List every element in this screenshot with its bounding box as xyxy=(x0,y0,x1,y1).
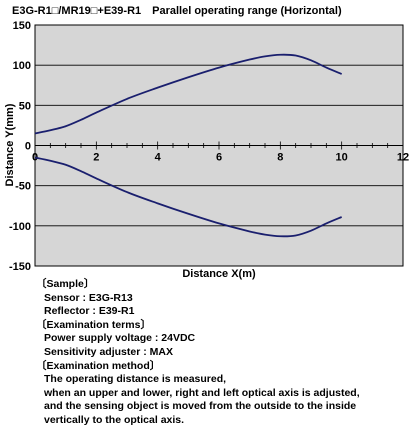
x-tick-label: 8 xyxy=(277,152,283,164)
x-tick-label: 2 xyxy=(93,152,99,164)
terms-heading: 〔Examination terms〕 xyxy=(36,318,151,331)
x-tick-label: 6 xyxy=(216,152,222,164)
method-heading: 〔Examination method〕 xyxy=(36,359,161,372)
x-axis-label: Distance X(m) xyxy=(182,268,256,280)
y-tick-label: 150 xyxy=(13,20,31,32)
voltage-line: Power supply voltage : 24VDC xyxy=(44,332,196,345)
x-tick-label: 4 xyxy=(155,152,162,164)
x-tick-label: 0 xyxy=(32,152,38,164)
y-tick-label: -50 xyxy=(15,181,31,193)
x-tick-label: 12 xyxy=(397,152,409,164)
method-line: when an upper and lower, right and left … xyxy=(44,386,360,399)
method-line: The operating distance is measured, xyxy=(44,373,227,386)
chart: E3G-R1□/MR19□+E39-R1 Parallel operating … xyxy=(4,5,409,280)
x-tick-label: 10 xyxy=(336,152,348,164)
sensor-line: Sensor : E3G-R13 xyxy=(44,291,133,304)
x-tick-labels: 0 2 4 6 8 10 12 xyxy=(32,152,409,164)
sensitivity-line: Sensitivity adjuster : MAX xyxy=(44,345,173,358)
y-tick-label: 0 xyxy=(25,141,31,153)
grid-lines xyxy=(34,64,404,227)
notes: 〔Sample〕 Sensor : E3G-R13 Reflector : E3… xyxy=(36,278,406,428)
sample-heading: 〔Sample〕 xyxy=(36,278,95,290)
series-line xyxy=(34,53,343,135)
chart-title: E3G-R1□/MR19□+E39-R1 Parallel operating … xyxy=(12,5,342,17)
y-axis-label: Distance Y(mm) xyxy=(4,103,16,186)
reflector-line: Reflector : E39-R1 xyxy=(44,305,135,318)
y-tick-labels: -150 -100 -50 0 50 100 150 xyxy=(9,20,31,273)
series-group xyxy=(34,53,343,238)
y-tick-label: 50 xyxy=(19,100,31,112)
series-line xyxy=(34,156,343,238)
y-tick-label: -100 xyxy=(9,221,31,233)
method-line: vertically to the optical axis. xyxy=(44,413,185,426)
y-tick-label: -150 xyxy=(9,261,31,273)
y-tick-label: 100 xyxy=(13,60,31,72)
method-line: and the sensing object is moved from the… xyxy=(44,400,357,413)
